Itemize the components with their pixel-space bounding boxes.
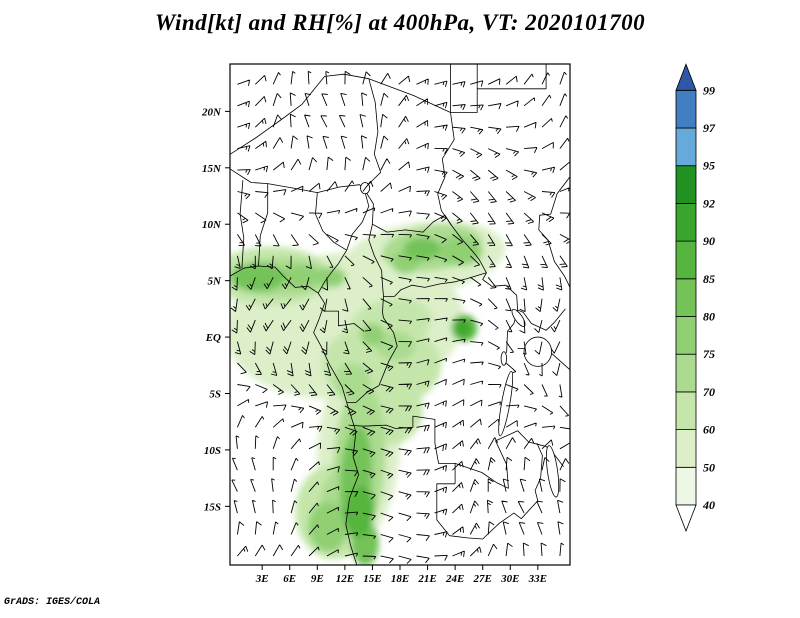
country-border <box>521 442 543 519</box>
wind-barbs-layer <box>230 70 570 564</box>
colorbar: 40 50 60 70 75 80 85 90 92 95 97 99 <box>675 63 716 533</box>
colorbar-segment <box>675 353 697 393</box>
colorbar-label: 80 <box>703 310 715 324</box>
colorbar-label: 90 <box>703 234 715 248</box>
colorbar-label: 70 <box>703 385 715 399</box>
country-border <box>346 317 398 403</box>
country-border <box>436 483 468 539</box>
colorbar-label: 99 <box>703 83 715 97</box>
colorbar-segment <box>675 240 697 280</box>
rh-shaded-region <box>375 331 416 361</box>
country-border <box>437 112 455 226</box>
country-border <box>522 308 566 331</box>
country-border <box>477 64 547 90</box>
colorbar-label: 40 <box>702 498 715 512</box>
x-tick-label: 30E <box>500 573 519 585</box>
y-tick-label: EQ <box>205 332 221 344</box>
colorbar-segment <box>675 127 697 167</box>
y-tick-label: 5S <box>209 388 221 400</box>
country-border <box>368 78 451 113</box>
rh-shaded-region <box>438 236 483 266</box>
country-border <box>363 189 452 233</box>
colorbar-segment <box>675 89 697 129</box>
x-tick-label: 15E <box>363 573 381 585</box>
x-tick-label: 3E <box>255 573 269 585</box>
rh-shaded-region <box>333 363 371 402</box>
lake-outline <box>545 445 560 498</box>
country-border <box>239 180 245 269</box>
rh-shaded-region <box>308 501 349 552</box>
y-tick-label: 5N <box>208 276 223 288</box>
country-border <box>324 310 365 332</box>
grads-attribution: GrADS: IGES/COLA <box>4 597 101 608</box>
colorbar-segment <box>675 165 697 204</box>
country-border <box>230 265 359 565</box>
colorbar-label: 95 <box>703 159 715 173</box>
colorbar-label: 75 <box>703 347 715 361</box>
country-border <box>258 183 269 267</box>
country-border <box>230 73 369 155</box>
y-tick-label: 15N <box>202 163 222 175</box>
x-tick-label: 6E <box>283 573 296 585</box>
country-border <box>451 225 524 313</box>
colorbar-bottom-arrow <box>675 504 697 533</box>
rh-shaded-region <box>230 262 286 292</box>
lake-outline <box>498 371 514 437</box>
rh-shaded-region <box>282 264 320 288</box>
wind-barbs <box>230 70 570 564</box>
y-tick-label: 10N <box>202 219 222 231</box>
country-border <box>538 176 570 288</box>
rh-shaded-region <box>360 323 385 347</box>
axis-labels: 3E 6E 9E 12E 15E 18E 21E 24E 27E 30E 33E 20N 15N 10N 5… <box>201 106 547 585</box>
rh-shaded-region <box>316 267 346 288</box>
colorbar-segment <box>675 466 697 506</box>
colorbar-top-arrow <box>675 63 697 91</box>
x-tick-label: 12E <box>336 573 354 585</box>
x-tick-label: 9E <box>311 573 324 585</box>
colorbar-label: 85 <box>703 272 715 286</box>
colorbar-label: 50 <box>703 460 715 474</box>
x-tick-label: 27E <box>473 573 492 585</box>
y-tick-label: 20N <box>201 106 222 118</box>
country-border <box>383 272 487 297</box>
plot-title: Wind[kt] and RH[%] at 400hPa, VT: 202010… <box>154 10 646 35</box>
colorbar-label: 97 <box>703 121 716 135</box>
country-border <box>467 512 522 540</box>
country-border <box>230 168 365 193</box>
country-border <box>450 64 478 113</box>
colorbar-segment <box>675 316 697 355</box>
country-border <box>315 192 347 251</box>
x-tick-label: 33E <box>528 573 547 585</box>
colorbar-segment <box>675 202 697 242</box>
x-tick-label: 24E <box>445 573 464 585</box>
colorbar-segment <box>675 429 697 468</box>
colorbar-segment <box>675 278 697 317</box>
rh-shaded-region <box>344 486 375 538</box>
colorbar-label: 60 <box>703 423 715 437</box>
country-border <box>348 415 456 484</box>
y-tick-label: 15S <box>204 501 221 513</box>
colorbar-label: 92 <box>703 196 715 210</box>
map-borders-layer <box>230 64 570 565</box>
rh-shaded-region <box>456 321 469 335</box>
rh-shaded-region <box>403 237 441 261</box>
lake-outline <box>523 336 553 367</box>
colorbar-segment <box>675 391 697 430</box>
x-tick-label: 18E <box>391 573 409 585</box>
rh-shading-layer <box>230 220 506 565</box>
lake-outline <box>500 351 507 366</box>
x-tick-label: 21E <box>417 573 436 585</box>
y-tick-label: 10S <box>204 445 221 457</box>
country-border <box>454 430 518 489</box>
country-border <box>363 78 382 190</box>
